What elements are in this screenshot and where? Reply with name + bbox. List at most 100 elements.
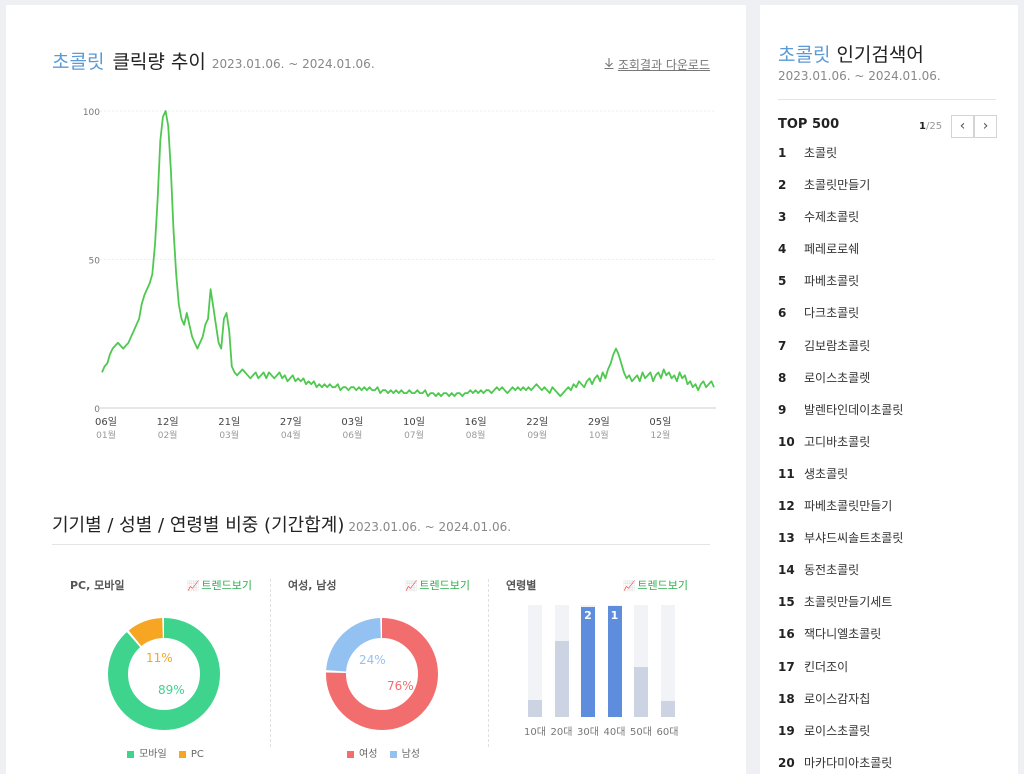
age-bar-track [660,605,675,717]
age-bar-track: 2 [581,605,595,717]
legend-swatch-pc [178,750,186,758]
rank-number: 1 [778,146,787,160]
rank-number: 11 [778,466,795,481]
rank-item[interactable]: 6 다크초콜릿 [778,303,903,335]
x-tick-day: 16일 [465,416,487,428]
age-trend-link-label: 트렌드보기 [637,579,688,592]
device-card-label: PC, 모바일 [70,579,125,592]
x-tick-day: 03일 [341,416,363,428]
gender-trend-link[interactable]: 📈 트렌드보기 [405,577,470,593]
rank-item[interactable]: 11 생초콜릿 [778,464,903,496]
rank-term: 잭다니엘초콜릿 [804,627,882,642]
x-tick-day: 06일 [95,416,117,428]
rank-number: 17 [778,659,795,674]
age-bar-label: 40대 [603,727,626,738]
x-tick-day: 10일 [403,416,425,428]
rank-item[interactable]: 9 발렌타인데이초콜릿 [778,400,903,432]
rank-number: 13 [778,531,795,546]
gender-legend: 여성 남성 [270,745,488,760]
rank-item[interactable]: 4 페레로로쉐 [778,239,903,271]
rank-term: 페레로로쉐 [804,242,860,257]
rank-item[interactable]: 17 킨더조이 [778,657,903,689]
x-tick-month: 09월 [527,429,547,441]
rank-term: 로이스초콜렛 [804,370,871,385]
ratio-date-range: 2023.01.06. ~ 2024.01.06. [348,520,512,534]
rank-number: 14 [778,563,795,578]
rank-term: 초콜릿 [804,146,838,160]
rank-item[interactable]: 10 고디바초콜릿 [778,432,903,464]
rank-item[interactable]: 2 초콜릿만들기 [778,175,903,207]
trend-chart-icon: 📈 [622,581,636,592]
x-tick-month: 02월 [158,429,178,441]
ratio-section-title: 기기별 / 성별 / 연령별 비중 (기간합계) 2023.01.06. ~ 20… [52,511,511,537]
age-bar [660,701,675,717]
card-separator [488,579,489,747]
rank-term: 부샤드씨솔트초콜릿 [804,531,904,546]
page-indicator: 1/25 [919,121,942,132]
rank-term: 수제초콜릿 [804,210,860,225]
rank-number: 15 [778,595,795,610]
popular-search-panel: 초콜릿 인기검색어 2023.01.06. ~ 2024.01.06. TOP 5… [760,5,1018,774]
side-title-text: 인기검색어 [836,44,924,66]
rank-item[interactable]: 14 동전초콜릿 [778,560,903,592]
device-donut-chart [108,618,220,730]
x-tick-month: 07월 [404,429,424,441]
y-tick-label: 0 [94,405,100,415]
age-bar-track [634,605,648,717]
rank-item[interactable]: 5 파베초콜릿 [778,271,903,303]
next-page-button[interactable]: › [974,115,997,138]
rank-item[interactable]: 13 부샤드씨솔트초콜릿 [778,528,903,560]
x-tick-day: 12일 [157,416,179,428]
y-tick-label: 50 [89,257,101,267]
rank-item[interactable]: 19 로이스초콜릿 [778,721,903,753]
rank-item[interactable]: 3 수제초콜릿 [778,207,903,239]
x-tick-day: 27일 [280,416,302,428]
rank-item[interactable]: 16 잭다니엘초콜릿 [778,624,903,656]
x-tick-month: 08월 [466,429,486,441]
age-card-label: 연령별 [506,579,537,592]
rank-item[interactable]: 12 파베초콜릿만들기 [778,496,903,528]
rank-item[interactable]: 1 초콜릿 [778,143,903,175]
legend-pc: PC [190,749,204,760]
rank-number: 2 [778,178,787,193]
x-tick-month: 01월 [96,429,116,441]
trend-date-range: 2023.01.06. ~ 2024.01.06. [211,57,375,71]
click-trend-line [101,110,715,398]
chevron-right-icon: › [982,118,989,134]
rank-item[interactable]: 8 로이스초콜렛 [778,368,903,400]
click-trend-chart: 05010006일01월12일02월21일03월27일04월03일06월10일0… [83,108,716,441]
side-keyword: 초콜릿 [778,44,831,66]
legend-female: 여성 [359,749,378,760]
rank-item[interactable]: 7 김보람초콜릿 [778,336,903,368]
rank-item[interactable]: 20 마카다미아초콜릿 [778,753,903,774]
age-trend-link[interactable]: 📈 트렌드보기 [623,577,688,593]
legend-male: 남성 [401,749,420,760]
rank-term: 초콜릿만들기 [804,178,871,193]
rank-item[interactable]: 18 로이스감자칩 [778,689,903,721]
prev-page-button[interactable]: ‹ [951,115,974,138]
x-tick-day: 21일 [218,416,240,428]
download-results-link[interactable]: 조회결과 다운로드 [604,56,710,73]
female-percent-label: 76% [387,679,414,693]
device-ratio-card: PC, 모바일 📈 트렌드보기 11% 89% 모바일 PC [52,571,270,760]
rank-item[interactable]: 15 초콜릿만들기세트 [778,592,903,624]
side-date-range: 2023.01.06. ~ 2024.01.06. [778,69,941,83]
age-bar-label: 60대 [656,727,679,738]
x-tick-month: 06월 [343,429,363,441]
age-bar-track [528,605,542,717]
rank-number: 10 [778,434,795,449]
mobile-percent-label: 89% [158,683,185,697]
x-tick-month: 03월 [219,429,239,441]
download-icon [604,58,614,72]
rank-number: 18 [778,691,795,706]
legend-swatch-female [347,750,354,758]
gender-card-label: 여성, 남성 [288,579,337,592]
device-trend-link[interactable]: 📈 트렌드보기 [187,577,252,593]
chevron-left-icon: ‹ [959,118,966,134]
x-tick-day: 29일 [588,416,610,428]
age-ratio-card: 연령별 📈 트렌드보기 10대 20대 2 30대 1 40대 50대 60대 [488,571,706,751]
rank-number: 9 [778,402,787,417]
legend-swatch-male [389,750,397,758]
age-bar [581,607,595,717]
x-tick-month: 10월 [589,429,609,441]
